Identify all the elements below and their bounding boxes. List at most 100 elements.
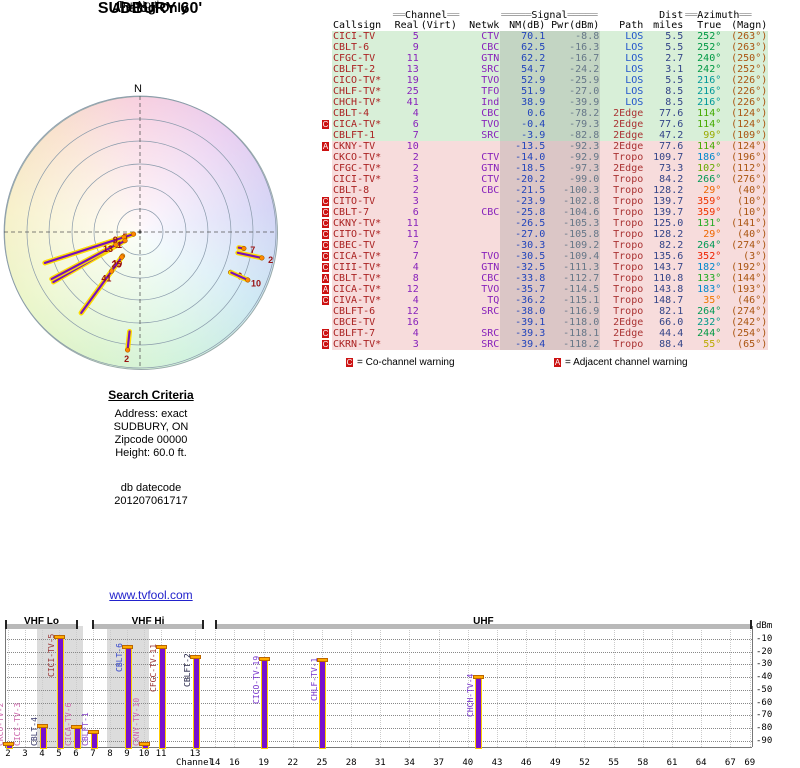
cell-real-channel: 7 (392, 130, 420, 141)
cell-pwr-dbm: -111.3 (546, 262, 601, 273)
v-gridline (110, 626, 111, 747)
col-pwr: Pwr(dBm) (551, 20, 600, 31)
cell-miles: 82.2 (644, 240, 685, 251)
cell-network: GTN (460, 53, 501, 64)
cell-callsign: CICO-TV* (332, 75, 392, 86)
cell-nm-db: -36.2 (500, 295, 547, 306)
x-tick-label: 58 (637, 758, 649, 768)
cell-azimuth-magn: (250°) (722, 53, 769, 64)
y-axis-right (752, 626, 753, 747)
cell-warning (321, 97, 332, 108)
tvfool-link[interactable]: www.tvfool.com (109, 588, 193, 602)
cell-path: Tropo (600, 196, 645, 207)
band-tick (202, 620, 204, 629)
cell-virt-channel (419, 185, 461, 196)
cell-nm-db: 62.2 (500, 53, 547, 64)
warning-badge: C (322, 340, 329, 349)
station-marker-dot (245, 277, 251, 283)
cell-miles: 5.5 (644, 31, 685, 42)
warning-badge: C (322, 219, 329, 228)
cell-path: 2Edge (600, 141, 645, 152)
cell-nm-db: -38.0 (500, 306, 547, 317)
cell-virt-channel (419, 284, 461, 295)
cell-real-channel: 3 (392, 339, 420, 350)
cell-network: Ind (460, 97, 501, 108)
cell-azimuth-true: 133° (684, 273, 723, 284)
cell-pwr-dbm: -102.8 (546, 196, 601, 207)
cell-network (460, 218, 501, 229)
cell-azimuth-magn: (112°) (722, 163, 769, 174)
search-footer-line: 201207061717 (114, 495, 188, 507)
cell-network: TVO (460, 119, 501, 130)
cell-miles: 88.4 (644, 339, 685, 350)
table-row: CBLT-4 4 CBC 0.6 -78.2 2Edge 77.6 114° (… (321, 108, 769, 119)
cell-path: LOS (600, 42, 645, 53)
cell-miles: 5.5 (644, 42, 685, 53)
table-row: A CKNY-TV 10 -13.5 -92.3 2Edge 77.6 114°… (321, 141, 769, 152)
band-strip (5, 624, 78, 629)
table-row: C CICA-TV* 7 TVO -30.5 -109.4 Tropo 135.… (321, 251, 769, 262)
cell-nm-db: -13.5 (500, 141, 547, 152)
table-row: CICO-TV* 19 TVO 52.9 -25.9 LOS 5.5 216° … (321, 75, 769, 86)
warning-badge: C (322, 329, 329, 338)
cell-virt-channel (419, 97, 461, 108)
y-axis (5, 626, 6, 747)
cell-network: SRC (460, 339, 501, 350)
table-row: C CICA-TV* 6 TVO -0.4 -79.3 2Edge 77.6 1… (321, 119, 769, 130)
signal-bar-cap (156, 645, 167, 650)
cell-path: Tropo (600, 152, 645, 163)
cell-warning: C (321, 207, 332, 218)
cell-miles: 143.8 (644, 284, 685, 295)
cell-azimuth-magn: (274°) (722, 240, 769, 251)
cell-callsign: CBLT-6 (332, 42, 392, 53)
cell-miles: 2.7 (644, 53, 685, 64)
cell-azimuth-true: 35° (684, 295, 723, 306)
warning-badge: C (322, 263, 329, 272)
signal-bar (261, 659, 269, 749)
cell-miles: 110.8 (644, 273, 685, 284)
cell-warning (321, 31, 332, 42)
cell-callsign: CICA-TV* (332, 119, 392, 130)
v-gridline (438, 626, 440, 747)
warning-badge: C (322, 230, 329, 239)
cell-path: Tropo (600, 273, 645, 284)
cell-network: CBC (460, 273, 501, 284)
cell-miles: 5.5 (644, 75, 685, 86)
h-gridline (5, 664, 752, 666)
cell-nm-db: -23.9 (500, 196, 547, 207)
cell-nm-db: -25.8 (500, 207, 547, 218)
cell-callsign: CBLFT-2 (332, 64, 392, 75)
cell-warning: C (321, 218, 332, 229)
cell-pwr-dbm: -78.2 (546, 108, 601, 119)
cell-azimuth-magn: (124°) (722, 119, 769, 130)
cell-callsign: CITO-TV (332, 196, 392, 207)
v-gridline (42, 626, 43, 747)
col-magn: (Magn) (731, 20, 768, 31)
cell-nm-db: -33.8 (500, 273, 547, 284)
v-gridline (555, 626, 557, 747)
col-netwk: Netwk (469, 20, 500, 31)
cell-azimuth-magn: (276°) (722, 174, 769, 185)
cell-path: Tropo (600, 295, 645, 306)
cell-warning (321, 130, 332, 141)
cell-network: CBC (460, 207, 501, 218)
cell-warning (321, 64, 332, 75)
cell-azimuth-true: 183° (684, 284, 723, 295)
true-north-label: TrueNorth (117, 0, 163, 11)
y-tick-label: -20 (756, 646, 773, 657)
cell-miles: 128.2 (644, 229, 685, 240)
search-footer-line: db datecode (120, 482, 182, 494)
cell-virt-channel (419, 108, 461, 119)
cell-pwr-dbm: -100.3 (546, 185, 601, 196)
cell-network: SRC (460, 328, 501, 339)
cell-pwr-dbm: -24.2 (546, 64, 601, 75)
cell-warning (321, 185, 332, 196)
cell-path: Tropo (600, 284, 645, 295)
cell-real-channel: 7 (392, 251, 420, 262)
search-line: SUDBURY, ON (113, 421, 189, 433)
cell-pwr-dbm: -99.0 (546, 174, 601, 185)
cell-virt-channel (419, 174, 461, 185)
cell-path: LOS (600, 31, 645, 42)
table-row: CFGC-TV* 2 GTN -18.5 -97.3 2Edge 73.3 10… (321, 163, 769, 174)
